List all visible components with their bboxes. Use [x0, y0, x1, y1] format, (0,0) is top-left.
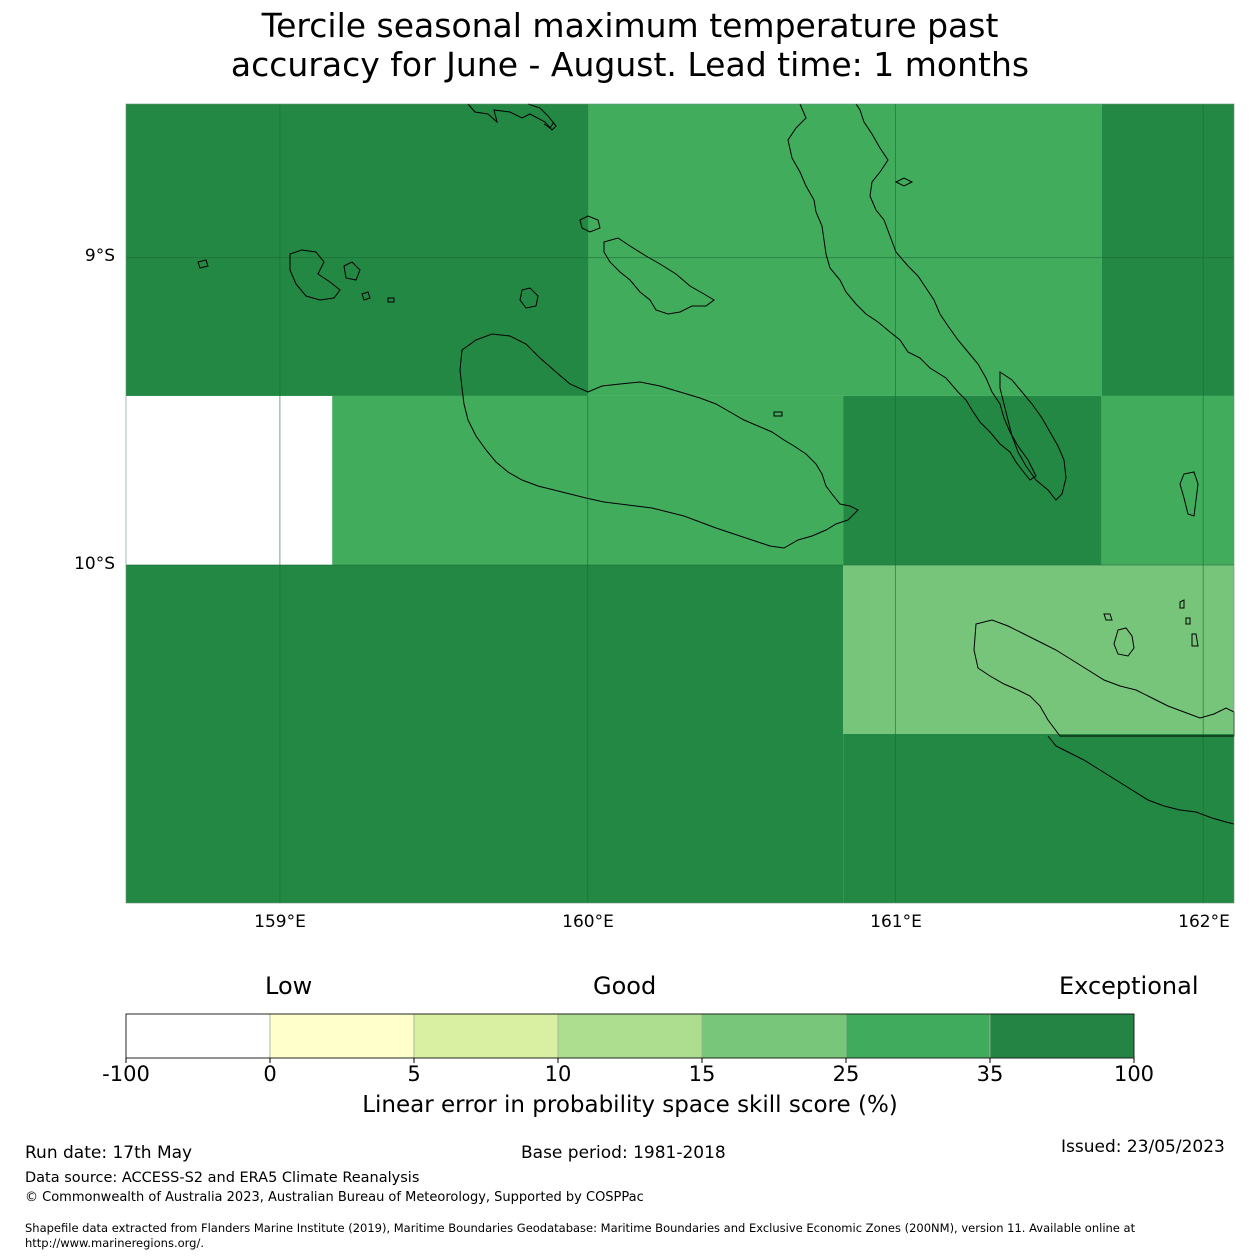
shapefile-credit-line-2: http://www.marineregions.org/.	[25, 1236, 204, 1250]
coastline-top-islets	[467, 103, 557, 131]
coastline-east-island	[1179, 471, 1199, 517]
lat-label-9s: 9°S	[84, 246, 115, 266]
colorbar-segment	[845, 1013, 991, 1059]
skill-map	[125, 103, 1235, 904]
lon-label-162e: 162°E	[1178, 912, 1230, 932]
colorbar-outline	[125, 1013, 1135, 1059]
lon-label-161e: 161°E	[870, 912, 922, 932]
skill-cell	[126, 564, 844, 903]
lon-label-159e: 159°E	[254, 912, 306, 932]
colorbar-tick: 10	[544, 1062, 572, 1086]
colorbar-label: Linear error in probability space skill …	[362, 1092, 898, 1118]
coastline-islet-a	[579, 215, 601, 233]
coastline-santa-isabel-tip	[894, 177, 914, 187]
category-low: Low	[265, 972, 313, 1000]
base-period: Base period: 1981-2018	[521, 1143, 726, 1163]
colorbar-segment	[125, 1013, 271, 1059]
skill-cell	[587, 104, 1102, 396]
colorbar-tick: 0	[263, 1062, 277, 1086]
colorbar-tick: 5	[407, 1062, 421, 1086]
coastline-ulawa	[1113, 627, 1135, 657]
coastline-islet-c	[1103, 599, 1199, 647]
skill-cell	[1101, 104, 1234, 396]
map-gridlines	[126, 104, 1234, 903]
colorbar-segment	[269, 1013, 415, 1059]
skill-cell	[1101, 395, 1234, 565]
colorbar	[125, 1013, 1135, 1063]
coastline-makira-south	[1047, 735, 1235, 825]
skill-cell	[843, 395, 1102, 565]
chart-title: Tercile seasonal maximum temperature pas…	[0, 6, 1260, 84]
copyright: © Commonwealth of Australia 2023, Austra…	[25, 1190, 644, 1205]
data-source: Data source: ACCESS-S2 and ERA5 Climate …	[25, 1170, 420, 1186]
coastline-savo	[519, 287, 539, 309]
colorbar-tick: 15	[688, 1062, 716, 1086]
category-good: Good	[593, 972, 657, 1000]
colorbar-segment	[701, 1013, 847, 1059]
colorbar-tick: -100	[102, 1062, 150, 1086]
colorbar-tick: 35	[976, 1062, 1004, 1086]
coastline-malaita	[999, 371, 1067, 501]
title-line-2: accuracy for June - August. Lead time: 1…	[230, 45, 1030, 84]
title-line-1: Tercile seasonal maximum temperature pas…	[261, 6, 999, 45]
coastlines	[197, 103, 1235, 825]
lat-label-10s: 10°S	[74, 554, 115, 574]
category-exceptional: Exceptional	[1059, 972, 1199, 1000]
lon-label-160e: 160°E	[562, 912, 614, 932]
run-date: Run date: 17th May	[25, 1143, 193, 1163]
colorbar-segment	[413, 1013, 559, 1059]
colorbar-tick: 25	[832, 1062, 860, 1086]
skill-cell	[126, 104, 588, 396]
colorbar-segment	[989, 1013, 1135, 1059]
issued-date: Issued: 23/05/2023	[1061, 1137, 1225, 1157]
coastline-guadalcanal	[459, 333, 859, 549]
skill-cell	[843, 733, 1234, 903]
coastline-russell	[603, 237, 715, 315]
map-frame	[125, 103, 1235, 904]
coastline-santa-isabel	[787, 103, 1037, 481]
coastline-western-islets	[197, 249, 395, 303]
coastline-makira	[973, 619, 1235, 737]
colorbar-tick: 100	[1113, 1062, 1155, 1086]
colorbar-segment	[557, 1013, 703, 1059]
coastline-islet-b	[773, 411, 783, 417]
shapefile-credit-line-1: Shapefile data extracted from Flanders M…	[25, 1221, 1136, 1235]
